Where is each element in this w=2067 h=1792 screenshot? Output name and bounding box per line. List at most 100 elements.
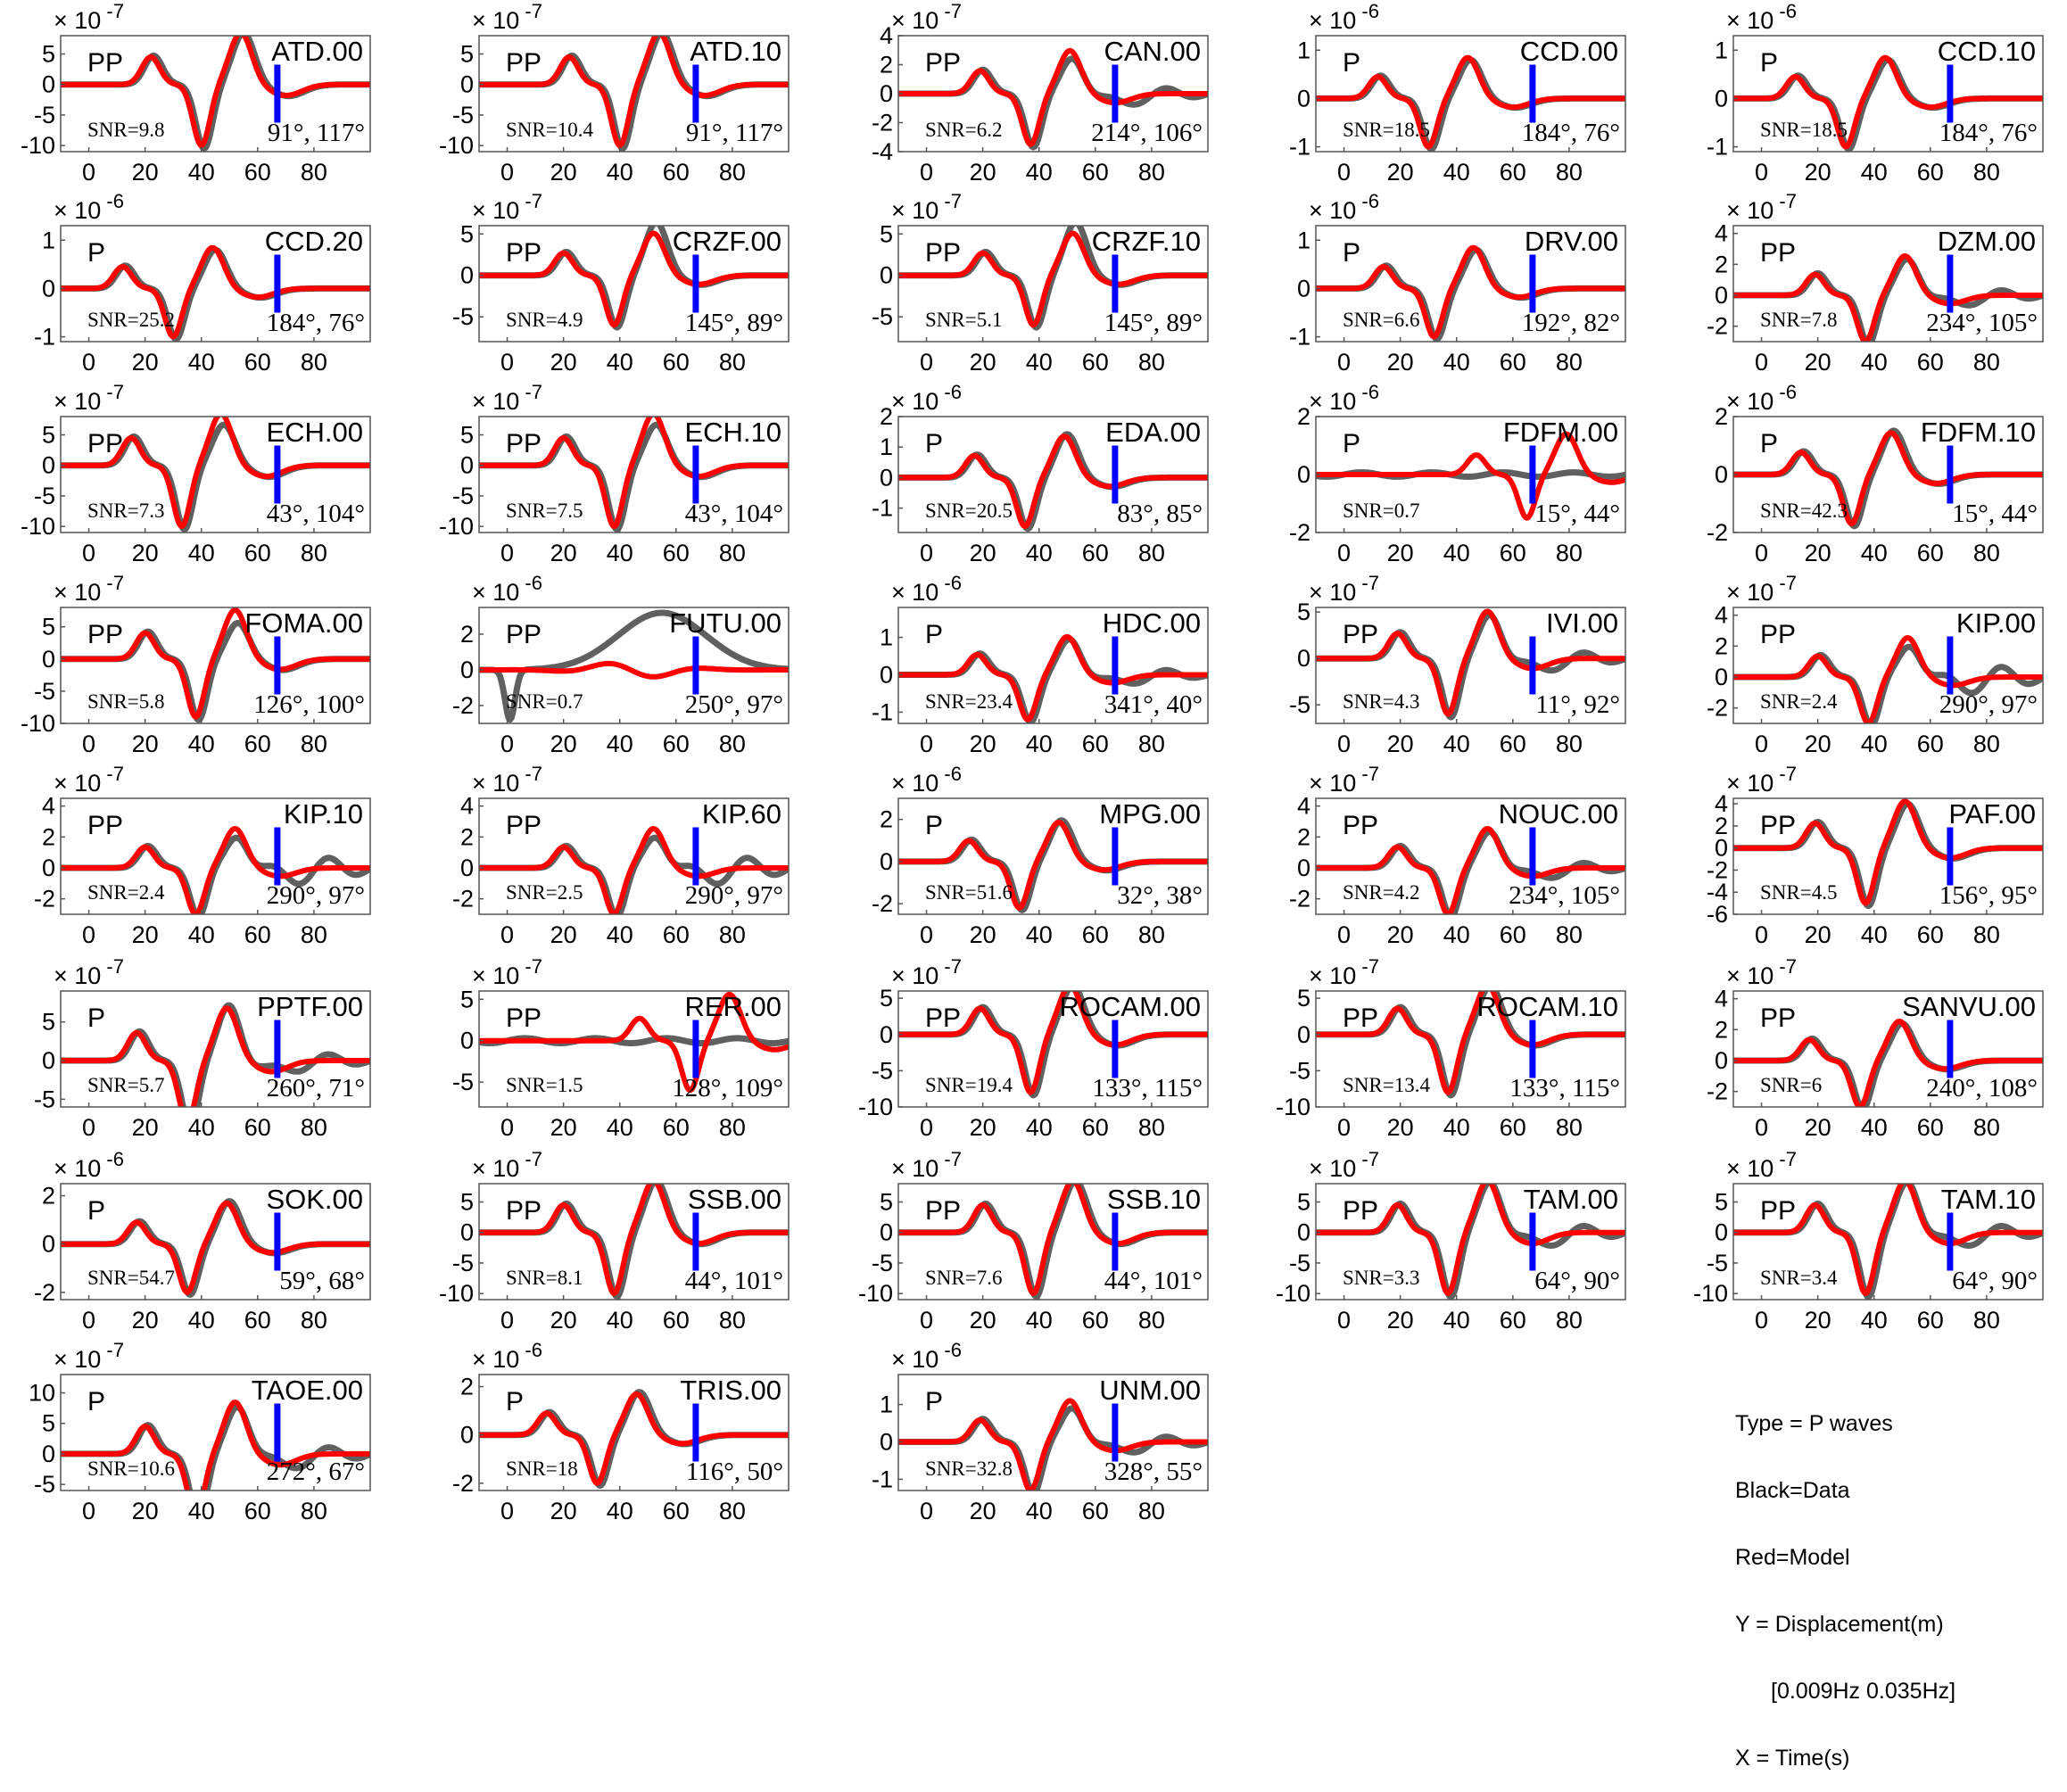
x-tick-label: 20 — [970, 159, 996, 186]
y-tick-label: 5 — [1297, 1189, 1310, 1216]
x-tick-label: 40 — [1026, 1498, 1053, 1524]
axes-box — [1732, 607, 2044, 724]
station-label: UNM.00 — [1099, 1375, 1201, 1406]
y-exponent: × 10 -6 — [1309, 190, 1379, 224]
model-trace — [61, 1200, 370, 1295]
snr-label: SNR=8.1 — [506, 1267, 583, 1289]
station-label: FOMA.00 — [244, 607, 363, 639]
y-tick-label: 0 — [880, 1021, 893, 1048]
y-tick-label: 4 — [42, 793, 55, 820]
x-tick-label: 60 — [1500, 349, 1526, 376]
y-tick-label: 4 — [460, 793, 474, 820]
y-exponent: × 10 -6 — [891, 381, 962, 415]
x-tick-label: 80 — [1556, 540, 1583, 566]
x-tick-label: 40 — [607, 731, 633, 757]
y-exponent-power: -7 — [101, 381, 124, 403]
x-tick-label: 80 — [719, 1114, 746, 1141]
angle-label: 328°, 55° — [1104, 1458, 1203, 1486]
phase-label: P — [925, 620, 943, 649]
x-tick-label: 20 — [132, 1307, 159, 1334]
x-tick-label: 20 — [1387, 921, 1414, 948]
angle-label: 290°, 97° — [267, 881, 365, 910]
y-tick-label: -2 — [872, 110, 893, 136]
phase-label: PP — [1343, 1196, 1378, 1226]
y-exponent-power: -6 — [1773, 381, 1797, 403]
y-exponent-power: -6 — [938, 1339, 962, 1361]
snr-label: SNR=4.2 — [1343, 881, 1419, 904]
angle-label: 43°, 104° — [685, 500, 783, 528]
x-tick-label: 40 — [1026, 540, 1053, 566]
model-trace — [479, 36, 789, 149]
station-label: SSB.10 — [1107, 1184, 1201, 1215]
y-tick-label: 5 — [42, 41, 55, 68]
phase-label: PP — [506, 1003, 542, 1033]
y-tick-label: -10 — [1276, 1280, 1310, 1307]
y-exponent-power: -7 — [1356, 572, 1379, 594]
model-trace — [479, 230, 789, 328]
y-exponent-power: -7 — [1773, 763, 1797, 785]
x-tick-label: 60 — [1500, 159, 1526, 186]
x-tick-label: 60 — [1917, 1307, 1944, 1334]
x-tick-label: 40 — [607, 349, 633, 376]
y-tick-label: 4 — [1715, 602, 1728, 629]
legend-band: [0.009Hz 0.035Hz] — [1771, 1679, 1956, 1704]
x-tick-label: 60 — [1082, 159, 1109, 186]
y-exponent-power: -6 — [519, 572, 542, 594]
y-tick-label: 10 — [29, 1380, 55, 1407]
angle-label: 240°, 108° — [1926, 1074, 2038, 1102]
station-label: ECH.00 — [266, 417, 363, 448]
y-exponent-power: -7 — [938, 955, 962, 978]
y-tick-label: 0 — [42, 646, 55, 673]
station-label: CRZF.00 — [673, 226, 781, 257]
legend-x-label: X = Time(s) — [1735, 1746, 1850, 1771]
y-tick-label: 2 — [880, 52, 893, 78]
x-tick-label: 80 — [1138, 921, 1165, 948]
y-tick-label: -2 — [1289, 519, 1310, 546]
phase-label: P — [925, 811, 943, 840]
axes-box — [478, 225, 790, 343]
y-exponent-power: -7 — [1356, 955, 1379, 978]
x-tick-label: 60 — [244, 731, 271, 757]
y-exponent-power: -7 — [101, 0, 124, 22]
x-tick-label: 40 — [1443, 1114, 1470, 1141]
x-tick-label: 80 — [1556, 1307, 1583, 1334]
y-exponent: × 10 -6 — [54, 1148, 124, 1182]
x-tick-label: 40 — [188, 540, 215, 566]
axes-box — [897, 607, 1209, 724]
y-tick-label: -5 — [452, 1069, 474, 1095]
y-exponent: × 10 -6 — [472, 572, 542, 606]
y-tick-label: 1 — [1715, 37, 1728, 63]
angle-label: 184°, 76° — [267, 309, 365, 337]
y-tick-label: -1 — [1707, 134, 1728, 161]
x-tick-label: 20 — [1387, 731, 1414, 757]
x-tick-label: 40 — [1443, 1307, 1470, 1334]
y-tick-label: 5 — [42, 1009, 55, 1036]
subplot-eda-00: 0 20 40 60 80 2 1 0 -1 × 10 -6 P EDA.00 SNR=20.5 83°,… — [872, 381, 1209, 566]
y-tick-label: -5 — [34, 102, 55, 128]
x-tick-label: 20 — [550, 1498, 577, 1524]
angle-label: 290°, 97° — [685, 881, 783, 910]
model-trace — [1733, 430, 2043, 527]
x-tick-label: 80 — [301, 159, 327, 186]
x-tick-label: 60 — [1082, 921, 1109, 948]
axes-box — [60, 1374, 371, 1491]
x-tick-label: 20 — [1805, 349, 1831, 376]
axes-box — [1732, 797, 2044, 915]
angle-label: 234°, 105° — [1509, 881, 1620, 910]
y-tick-label: 1 — [880, 1391, 893, 1418]
phase-label: PP — [506, 48, 542, 78]
y-tick-label: -5 — [872, 1057, 893, 1084]
x-tick-label: 0 — [1755, 731, 1768, 757]
y-exponent: × 10 -6 — [54, 190, 124, 224]
x-tick-label: 60 — [1917, 921, 1944, 948]
station-label: CCD.10 — [1938, 36, 2036, 67]
phase-label: PP — [506, 811, 542, 840]
axes-box — [60, 1183, 371, 1301]
axes-box — [897, 225, 1209, 343]
y-tick-label: -5 — [452, 483, 474, 509]
x-tick-label: 80 — [1556, 731, 1583, 757]
y-tick-label: 0 — [42, 1231, 55, 1258]
x-tick-label: 60 — [1500, 540, 1526, 566]
